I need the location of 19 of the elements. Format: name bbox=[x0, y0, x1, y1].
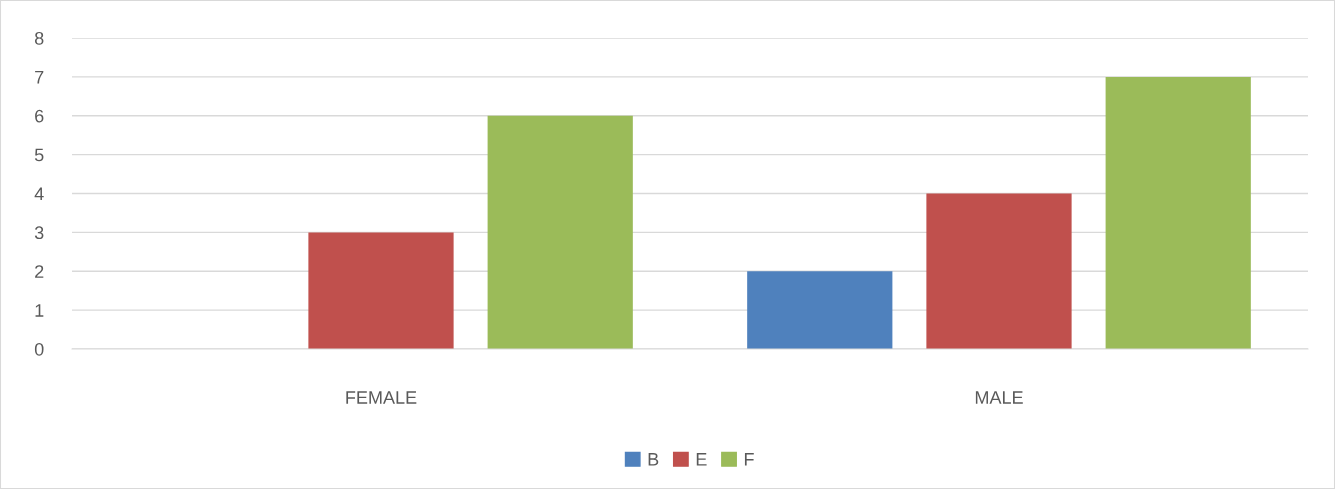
bar bbox=[1105, 76, 1251, 349]
bar bbox=[487, 115, 633, 349]
y-tick-label: 6 bbox=[35, 109, 44, 123]
y-tick-label: 5 bbox=[34, 148, 44, 162]
y-tick-label: 4 bbox=[34, 187, 44, 201]
y-tick-label: 8 bbox=[34, 31, 44, 45]
y-tick-label: 3 bbox=[34, 226, 44, 240]
legend-label: B bbox=[648, 453, 659, 466]
bar bbox=[308, 232, 454, 349]
y-tick-label: 2 bbox=[35, 265, 44, 278]
x-tick-label: FEMALE bbox=[346, 391, 417, 404]
bar bbox=[926, 193, 1072, 349]
y-tick-label: 7 bbox=[35, 71, 44, 84]
legend-label: F bbox=[744, 453, 754, 466]
y-tick-label: 1 bbox=[35, 304, 44, 317]
y-tick-label: 0 bbox=[34, 342, 44, 356]
bar bbox=[747, 271, 893, 349]
x-tick-label: MALE bbox=[975, 391, 1023, 404]
legend-label: E bbox=[696, 453, 707, 466]
